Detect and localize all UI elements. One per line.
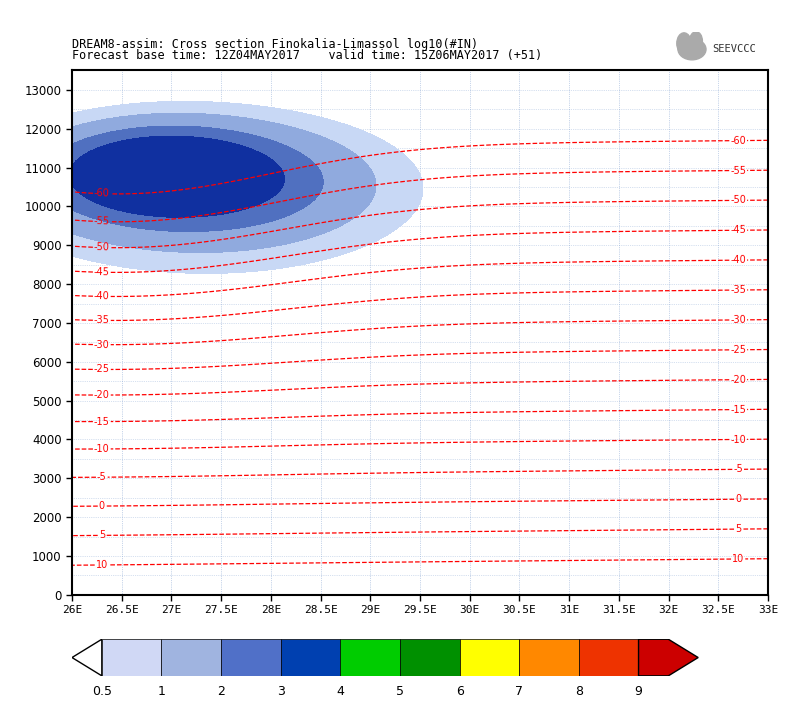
Text: 4: 4: [337, 685, 344, 698]
Text: 0.5: 0.5: [92, 685, 112, 698]
Circle shape: [677, 33, 691, 54]
Text: -30: -30: [94, 339, 110, 350]
Text: -45: -45: [94, 267, 110, 277]
Text: SEEVCCC: SEEVCCC: [712, 44, 756, 54]
Text: 1: 1: [158, 685, 166, 698]
Text: -10: -10: [730, 434, 746, 444]
Text: -5: -5: [97, 472, 106, 482]
Text: -45: -45: [730, 225, 746, 235]
Text: 9: 9: [634, 685, 642, 698]
Text: 5: 5: [735, 524, 742, 534]
Text: -40: -40: [730, 255, 746, 265]
Text: 6: 6: [456, 685, 463, 698]
Bar: [162, 639, 221, 676]
Text: -25: -25: [730, 345, 746, 355]
Text: 0: 0: [98, 501, 105, 511]
Text: -55: -55: [730, 165, 746, 175]
Bar: [102, 639, 162, 676]
Text: -10: -10: [94, 444, 110, 454]
Polygon shape: [638, 639, 698, 676]
Text: Forecast base time: 12Z04MAY2017    valid time: 15Z06MAY2017 (+51): Forecast base time: 12Z04MAY2017 valid t…: [72, 49, 542, 62]
Text: -15: -15: [94, 417, 110, 427]
Text: -60: -60: [730, 136, 746, 146]
Bar: [519, 639, 579, 676]
Text: -50: -50: [730, 195, 746, 206]
Text: -15: -15: [730, 405, 746, 415]
Polygon shape: [72, 639, 102, 676]
Bar: [340, 639, 400, 676]
Bar: [400, 639, 460, 676]
Text: 5: 5: [98, 530, 105, 541]
Text: 10: 10: [732, 554, 744, 564]
Bar: [579, 639, 638, 676]
Text: -50: -50: [94, 242, 110, 253]
Text: 8: 8: [575, 685, 583, 698]
Text: -20: -20: [730, 375, 746, 385]
Text: -60: -60: [94, 189, 110, 199]
Bar: [221, 639, 281, 676]
Text: -40: -40: [94, 291, 110, 301]
Text: -30: -30: [730, 315, 746, 325]
Text: 0: 0: [735, 494, 742, 504]
Text: -55: -55: [94, 216, 110, 227]
Text: -35: -35: [94, 315, 110, 325]
Text: -20: -20: [94, 390, 110, 400]
Text: 5: 5: [396, 685, 404, 698]
Circle shape: [690, 32, 702, 51]
Text: 10: 10: [96, 560, 108, 570]
Text: 3: 3: [277, 685, 285, 698]
Bar: [460, 639, 519, 676]
Text: 2: 2: [217, 685, 225, 698]
Ellipse shape: [678, 39, 706, 60]
Text: DREAM8-assim: Cross section Finokalia-Limassol log10(#IN): DREAM8-assim: Cross section Finokalia-Li…: [72, 38, 478, 51]
Text: 7: 7: [515, 685, 523, 698]
Text: -25: -25: [94, 365, 110, 375]
Text: -35: -35: [730, 285, 746, 295]
Text: -5: -5: [734, 465, 743, 474]
Bar: [281, 639, 340, 676]
